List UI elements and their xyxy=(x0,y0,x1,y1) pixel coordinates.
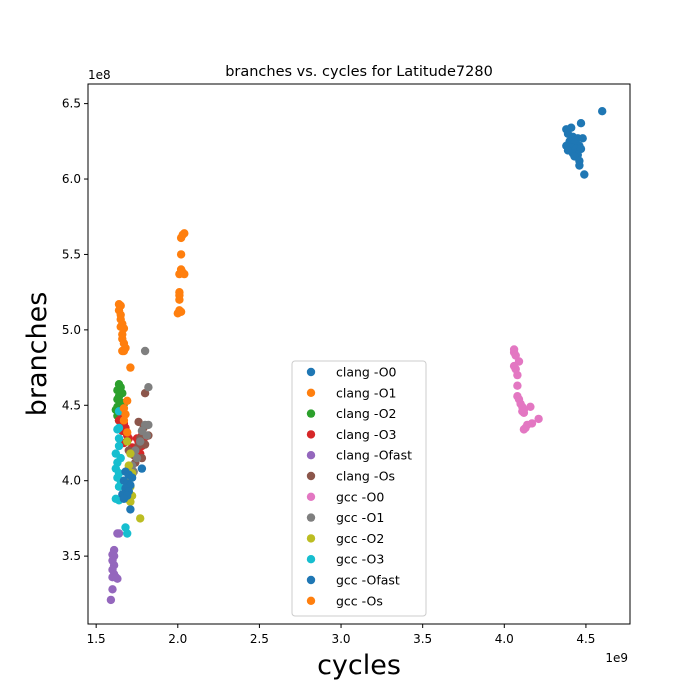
scatter-point xyxy=(136,437,145,446)
legend-entry: gcc -Os xyxy=(336,593,383,608)
scatter-point xyxy=(126,505,135,514)
y-tick-label: 4.0 xyxy=(62,474,81,488)
legend-entry: gcc -O3 xyxy=(336,552,384,567)
legend-marker xyxy=(306,367,316,377)
scatter-point xyxy=(578,134,587,143)
scatter-point xyxy=(140,346,150,356)
scatter-point xyxy=(113,574,122,583)
legend-entry: gcc -O1 xyxy=(336,510,384,525)
scatter-point xyxy=(180,269,189,279)
legend-marker xyxy=(306,451,316,460)
scatter-point xyxy=(123,529,132,538)
x-offset-label: 1e9 xyxy=(605,651,628,665)
y-tick-label: 5.0 xyxy=(62,323,81,337)
scatter-point xyxy=(106,595,116,605)
y-tick-label: 5.5 xyxy=(62,247,81,261)
x-tick-label: 4.0 xyxy=(495,632,514,646)
scatter-point xyxy=(176,233,186,243)
y-axis-ticks: 3.5 4.0 4.5 5.0 5.5 6.0 6.5 xyxy=(62,97,88,563)
scatter-point xyxy=(136,514,145,523)
scatter-point xyxy=(519,408,529,417)
scatter-point xyxy=(175,295,184,304)
scatter-point xyxy=(114,482,124,491)
y-tick-label: 3.5 xyxy=(62,549,81,563)
chart-title: branches vs. cycles for Latitude7280 xyxy=(225,64,493,80)
scatter-point xyxy=(123,396,132,405)
x-tick-label: 2.0 xyxy=(168,632,187,646)
x-axis-ticks: 1.5 2.0 2.5 3.0 3.5 4.0 4.5 xyxy=(87,624,595,646)
scatter-point xyxy=(580,170,589,179)
legend: clang -O0 clang -O1 clang -O2 clang -O3 clan… xyxy=(291,360,427,617)
x-axis-label: cycles xyxy=(317,650,401,681)
y-offset-label: 1e8 xyxy=(88,68,111,82)
x-tick-label: 3.5 xyxy=(413,632,432,646)
legend-marker xyxy=(306,534,316,543)
scatter-point xyxy=(513,370,522,380)
legend-entry: clang -O3 xyxy=(336,427,397,442)
legend-marker xyxy=(306,388,316,397)
legend-entry: clang -O0 xyxy=(336,365,397,380)
legend-marker xyxy=(306,555,316,564)
scatter-point xyxy=(144,420,153,430)
scatter-point xyxy=(126,363,135,372)
scatter-point xyxy=(114,434,124,443)
legend-marker xyxy=(306,513,316,522)
scatter-point xyxy=(127,473,137,482)
x-tick-label: 1.5 xyxy=(87,632,106,646)
scatter-point xyxy=(119,346,129,356)
scatter-point xyxy=(119,416,129,425)
scatter-point xyxy=(519,425,529,434)
legend-entry: clang -O1 xyxy=(336,385,397,400)
legend-entry: clang -Ofast xyxy=(336,448,412,463)
x-tick-label: 2.5 xyxy=(250,632,269,646)
scatter-point xyxy=(144,383,153,392)
legend-entry: gcc -O0 xyxy=(336,489,384,504)
scatter-point xyxy=(114,441,124,451)
scatter-point xyxy=(173,309,182,318)
legend-entry: clang -O2 xyxy=(336,406,397,421)
scatter-point xyxy=(513,381,522,390)
scatter-point xyxy=(123,428,132,437)
x-tick-label: 4.5 xyxy=(576,632,595,646)
scatter-point xyxy=(576,119,586,128)
scatter-point xyxy=(176,250,186,259)
plot-points xyxy=(106,107,607,605)
legend-marker xyxy=(306,575,316,585)
scatter-point xyxy=(119,494,129,503)
legend-marker xyxy=(306,596,316,605)
scatter-point xyxy=(108,585,117,594)
legend-marker xyxy=(306,430,316,439)
scatter-point xyxy=(142,431,151,440)
scatter-point xyxy=(132,453,142,463)
y-tick-label: 6.0 xyxy=(62,172,81,186)
scatter-point xyxy=(526,402,535,411)
legend-box xyxy=(291,360,427,617)
legend-entry: gcc -Ofast xyxy=(336,573,400,588)
plot-frame xyxy=(87,83,631,625)
legend-marker xyxy=(306,471,316,481)
y-tick-label: 4.5 xyxy=(62,398,81,412)
legend-entry: clang -Os xyxy=(336,469,395,484)
legend-marker xyxy=(306,492,316,501)
scatter-point xyxy=(126,449,135,458)
y-tick-label: 6.5 xyxy=(62,97,81,111)
scatter-point xyxy=(137,464,147,473)
scatter-point xyxy=(575,161,584,170)
legend-entry: gcc -O2 xyxy=(336,531,384,546)
scatter-point xyxy=(113,425,122,434)
y-axis-label: branches xyxy=(22,292,53,417)
scatter-point xyxy=(534,414,543,424)
scatter-point xyxy=(134,417,143,427)
scatter-point xyxy=(123,437,132,446)
scatter-point xyxy=(598,107,607,116)
x-tick-label: 3.0 xyxy=(331,632,350,646)
scatter-point xyxy=(114,529,124,538)
legend-marker xyxy=(306,409,316,418)
